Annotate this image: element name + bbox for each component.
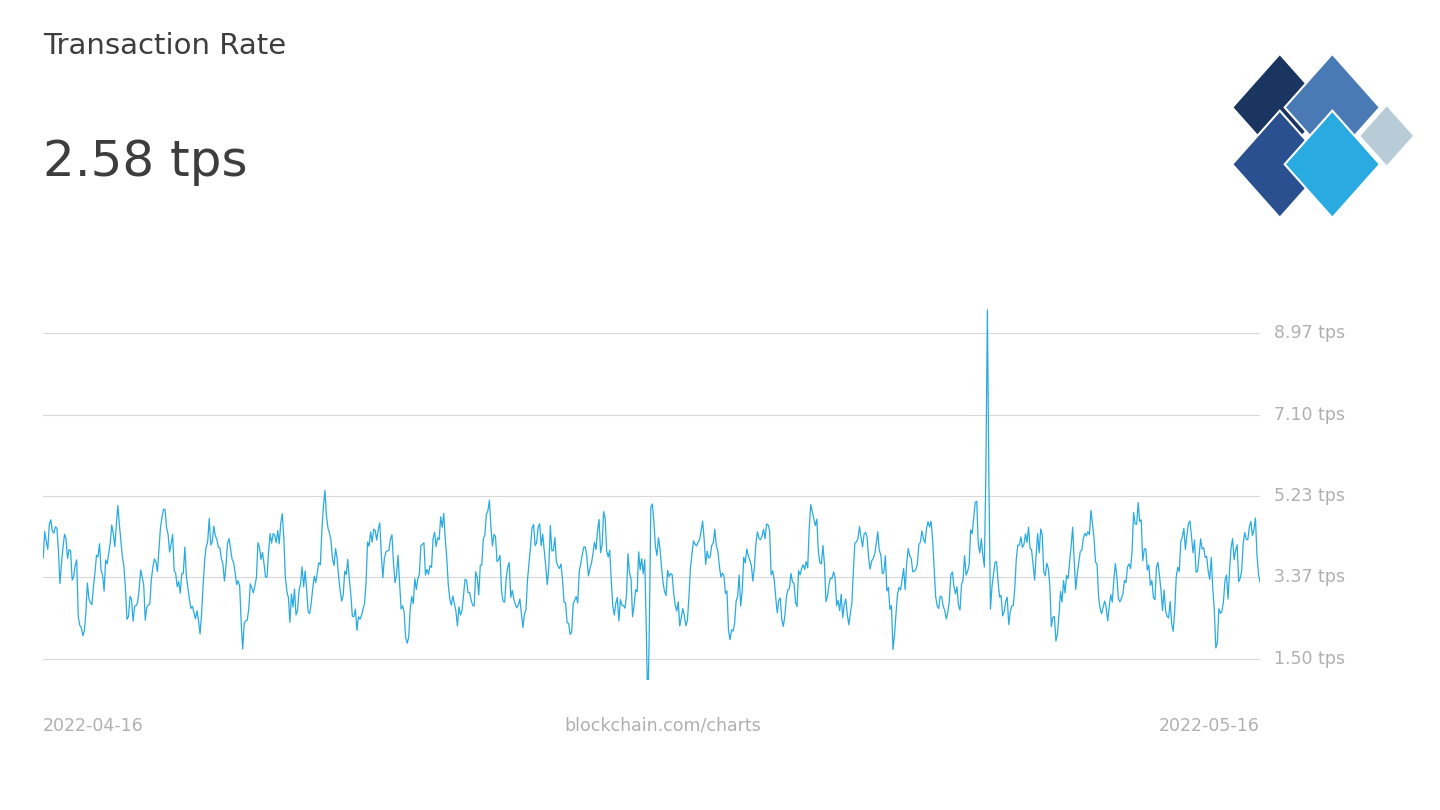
Text: 5.23 tps: 5.23 tps: [1274, 487, 1345, 505]
Polygon shape: [1284, 53, 1380, 161]
Text: 2.58 tps: 2.58 tps: [43, 138, 248, 185]
Text: 2022-04-16: 2022-04-16: [43, 717, 144, 735]
Text: 1.50 tps: 1.50 tps: [1274, 650, 1345, 667]
Text: Transaction Rate: Transaction Rate: [43, 32, 287, 61]
Polygon shape: [1233, 53, 1328, 161]
Text: 2022-05-16: 2022-05-16: [1159, 717, 1260, 735]
Text: 8.97 tps: 8.97 tps: [1274, 324, 1345, 342]
Polygon shape: [1359, 104, 1414, 167]
Polygon shape: [1233, 111, 1328, 218]
Text: 7.10 tps: 7.10 tps: [1274, 406, 1345, 424]
Text: blockchain.com/charts: blockchain.com/charts: [564, 717, 760, 735]
Polygon shape: [1284, 111, 1380, 218]
Text: 3.37 tps: 3.37 tps: [1274, 568, 1345, 586]
